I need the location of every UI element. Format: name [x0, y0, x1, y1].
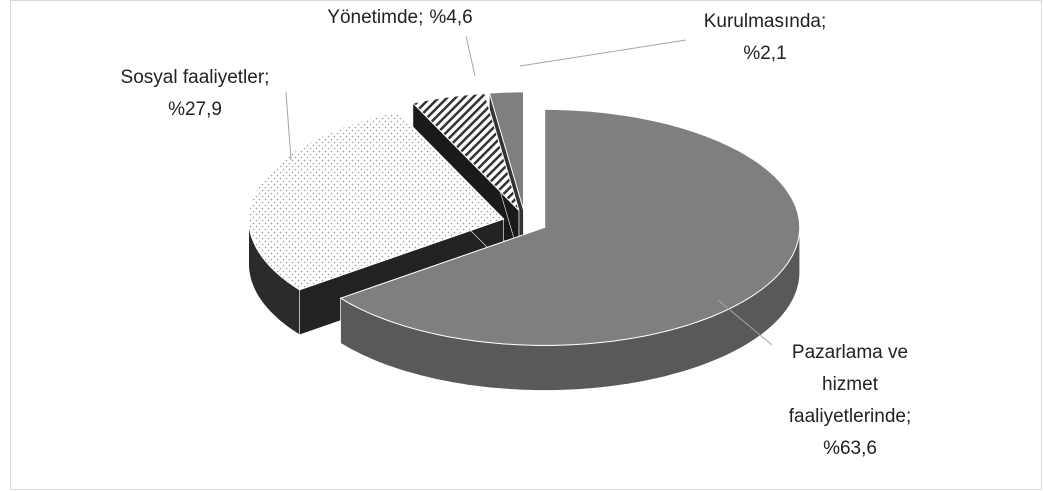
pie-slice	[488, 91, 524, 211]
category-label: Kurulmasında;	[703, 11, 827, 32]
data-label: Sosyal faaliyetler; %27,9	[80, 62, 310, 126]
value-label: %63,6	[823, 438, 877, 459]
pie-slice	[248, 111, 505, 291]
chart-border	[10, 0, 1042, 490]
value-label: %4,6	[429, 7, 473, 28]
category-label: Yönetimde;	[327, 7, 424, 28]
category-label: Sosyal faaliyetler;	[120, 67, 270, 88]
data-label: Yönetimde; %4,6	[270, 2, 530, 34]
leader-line	[285, 91, 292, 161]
category-label: Pazarlama ve hizmet faaliyetlerinde;	[788, 342, 912, 427]
pie-slice	[411, 92, 520, 211]
leader-line	[519, 39, 687, 67]
data-label: Kurulmasında; %2,1	[660, 6, 870, 70]
value-label: %2,1	[743, 43, 787, 64]
value-label: %27,9	[168, 99, 222, 120]
pie-slice	[339, 108, 801, 346]
leader-line	[717, 299, 773, 346]
data-label: Pazarlama ve hizmet faaliyetlerinde; %63,…	[770, 337, 930, 465]
leader-line	[465, 35, 476, 77]
